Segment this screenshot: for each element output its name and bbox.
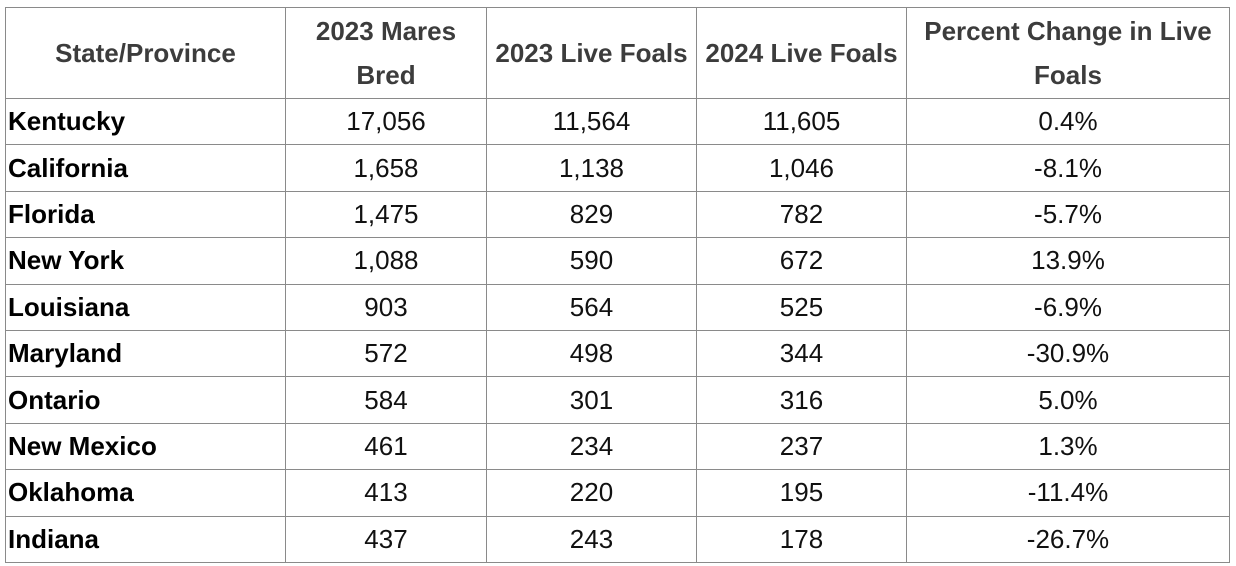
header-2024-live-foals: 2024 Live Foals: [696, 7, 907, 99]
cell-2023-mares-bred: 17,056: [285, 97, 487, 146]
cell-state: Florida: [5, 190, 286, 239]
cell-2023-live-foals: 301: [486, 376, 697, 424]
cell-percent-change: -26.7%: [906, 515, 1230, 563]
cell-2024-live-foals: 195: [696, 469, 907, 517]
cell-2023-live-foals: 234: [486, 422, 697, 471]
table-header: State/Province 2023 Mares Bred 2023 Live…: [5, 7, 1230, 99]
cell-state: Kentucky: [5, 97, 286, 146]
cell-percent-change: 13.9%: [906, 237, 1230, 285]
cell-2024-live-foals: 237: [696, 422, 907, 471]
cell-2023-mares-bred: 584: [285, 376, 487, 424]
table-row: Indiana 437 243 178 -26.7%: [5, 515, 1230, 563]
foals-table: State/Province 2023 Mares Bred 2023 Live…: [5, 7, 1230, 563]
cell-2023-mares-bred: 1,088: [285, 237, 487, 285]
header-2023-live-foals: 2023 Live Foals: [486, 7, 697, 99]
cell-2024-live-foals: 344: [696, 329, 907, 378]
cell-2023-live-foals: 498: [486, 329, 697, 378]
cell-2024-live-foals: 11,605: [696, 97, 907, 146]
cell-2024-live-foals: 316: [696, 376, 907, 424]
cell-2024-live-foals: 178: [696, 515, 907, 563]
header-row: State/Province 2023 Mares Bred 2023 Live…: [5, 7, 1230, 99]
cell-2023-mares-bred: 903: [285, 283, 487, 331]
table-row: Oklahoma 413 220 195 -11.4%: [5, 469, 1230, 517]
cell-percent-change: 5.0%: [906, 376, 1230, 424]
cell-state: Louisiana: [5, 283, 286, 331]
table-row: Kentucky 17,056 11,564 11,605 0.4%: [5, 97, 1230, 146]
table-row: Maryland 572 498 344 -30.9%: [5, 329, 1230, 378]
cell-percent-change: -30.9%: [906, 329, 1230, 378]
cell-2023-live-foals: 243: [486, 515, 697, 563]
cell-2024-live-foals: 1,046: [696, 144, 907, 192]
cell-2023-live-foals: 1,138: [486, 144, 697, 192]
table-row: Louisiana 903 564 525 -6.9%: [5, 283, 1230, 331]
cell-percent-change: 1.3%: [906, 422, 1230, 471]
cell-percent-change: -6.9%: [906, 283, 1230, 331]
table-body: Kentucky 17,056 11,564 11,605 0.4% California…: [5, 97, 1230, 563]
cell-2024-live-foals: 672: [696, 237, 907, 285]
header-percent-change: Percent Change in Live Foals: [906, 7, 1230, 99]
cell-2024-live-foals: 782: [696, 190, 907, 239]
cell-state: New York: [5, 237, 286, 285]
cell-2023-live-foals: 220: [486, 469, 697, 517]
cell-percent-change: 0.4%: [906, 97, 1230, 146]
cell-2023-live-foals: 564: [486, 283, 697, 331]
cell-state: Oklahoma: [5, 469, 286, 517]
cell-2023-live-foals: 11,564: [486, 97, 697, 146]
cell-2023-mares-bred: 437: [285, 515, 487, 563]
cell-2023-mares-bred: 461: [285, 422, 487, 471]
cell-2024-live-foals: 525: [696, 283, 907, 331]
table-row: Ontario 584 301 316 5.0%: [5, 376, 1230, 424]
cell-2023-live-foals: 829: [486, 190, 697, 239]
cell-2023-live-foals: 590: [486, 237, 697, 285]
cell-state: New Mexico: [5, 422, 286, 471]
table-row: Florida 1,475 829 782 -5.7%: [5, 190, 1230, 239]
cell-state: Maryland: [5, 329, 286, 378]
cell-2023-mares-bred: 1,658: [285, 144, 487, 192]
cell-2023-mares-bred: 572: [285, 329, 487, 378]
table-row: California 1,658 1,138 1,046 -8.1%: [5, 144, 1230, 192]
cell-state: Ontario: [5, 376, 286, 424]
header-2023-mares-bred: 2023 Mares Bred: [285, 7, 487, 99]
cell-2023-mares-bred: 1,475: [285, 190, 487, 239]
table-row: New Mexico 461 234 237 1.3%: [5, 422, 1230, 471]
cell-percent-change: -5.7%: [906, 190, 1230, 239]
cell-state: Indiana: [5, 515, 286, 563]
cell-percent-change: -11.4%: [906, 469, 1230, 517]
table-row: New York 1,088 590 672 13.9%: [5, 237, 1230, 285]
cell-state: California: [5, 144, 286, 192]
cell-percent-change: -8.1%: [906, 144, 1230, 192]
cell-2023-mares-bred: 413: [285, 469, 487, 517]
header-state: State/Province: [5, 7, 286, 99]
